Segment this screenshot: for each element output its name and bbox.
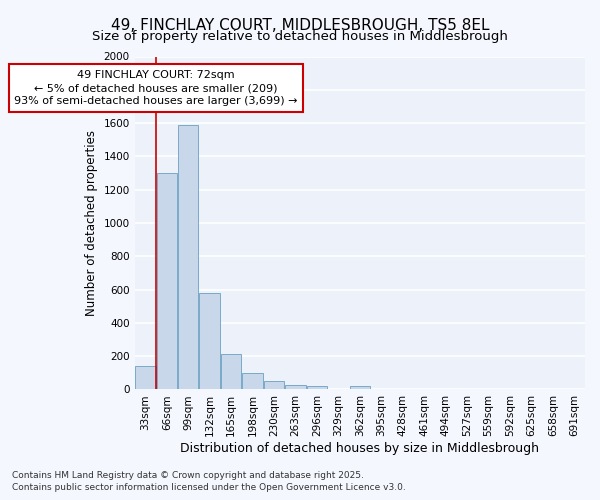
Bar — [199, 293, 220, 390]
Bar — [350, 386, 370, 390]
Text: Size of property relative to detached houses in Middlesbrough: Size of property relative to detached ho… — [92, 30, 508, 43]
Bar — [157, 173, 177, 390]
Bar — [242, 373, 263, 390]
Bar — [264, 382, 284, 390]
Text: 49, FINCHLAY COURT, MIDDLESBROUGH, TS5 8EL: 49, FINCHLAY COURT, MIDDLESBROUGH, TS5 8… — [111, 18, 489, 32]
Y-axis label: Number of detached properties: Number of detached properties — [85, 130, 98, 316]
Bar — [307, 386, 327, 390]
X-axis label: Distribution of detached houses by size in Middlesbrough: Distribution of detached houses by size … — [181, 442, 539, 455]
Text: Contains HM Land Registry data © Crown copyright and database right 2025.
Contai: Contains HM Land Registry data © Crown c… — [12, 471, 406, 492]
Bar — [285, 386, 305, 390]
Bar — [135, 366, 155, 390]
Text: 49 FINCHLAY COURT: 72sqm
← 5% of detached houses are smaller (209)
93% of semi-d: 49 FINCHLAY COURT: 72sqm ← 5% of detache… — [14, 70, 298, 106]
Bar — [178, 125, 199, 390]
Bar — [221, 354, 241, 390]
